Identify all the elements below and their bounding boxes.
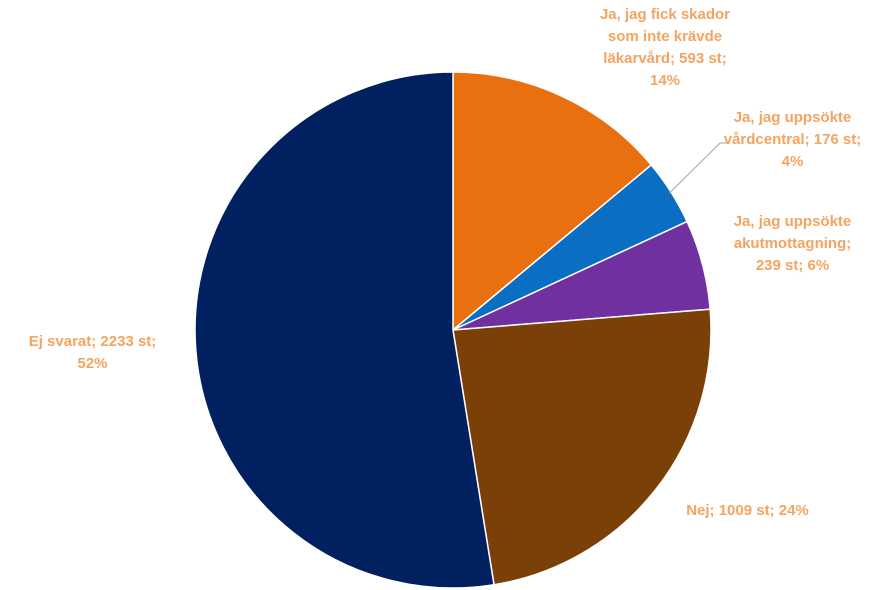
slice-label-line: Ja, jag uppsökte — [733, 213, 852, 230]
slice-label-line: 14% — [649, 72, 681, 89]
slice-label-line: Ej svarat; 2233 st; — [28, 333, 157, 350]
slice-label-0: Ja, jag fick skador som inte krävde läkarv… — [565, 4, 765, 92]
slice-label-line: 4% — [781, 153, 804, 170]
pie-slice-0 — [452, 71, 653, 332]
slice-label-line: Nej; 1009 st; 24% — [686, 502, 809, 519]
slice-label-line: Ja, jag fick skador — [599, 6, 731, 23]
leader-line — [669, 142, 728, 194]
pie-slice-3 — [452, 308, 712, 586]
pie-slice-4 — [194, 71, 495, 589]
slice-label-3: Nej; 1009 st; 24% — [660, 500, 835, 522]
slice-label-line: 52% — [77, 355, 108, 372]
slice-label-line: som inte krävde — [607, 28, 723, 45]
slice-label-line: läkarvård; 593 st; — [603, 50, 727, 67]
slice-label-line: 239 st; 6% — [755, 257, 830, 274]
slice-label-1: Ja, jag uppsökte vårdcentral; 176 st; 4% — [695, 107, 889, 173]
slice-label-line: Ja, jag uppsökte — [733, 109, 852, 126]
slice-label-2: Ja, jag uppsökte akutmottagning; 239 st; 6… — [695, 211, 889, 277]
slice-label-4: Ej svarat; 2233 st; 52% — [0, 331, 185, 375]
slice-label-line: vårdcentral; 176 st; — [723, 131, 862, 148]
slice-label-line: akutmottagning; — [733, 235, 852, 252]
